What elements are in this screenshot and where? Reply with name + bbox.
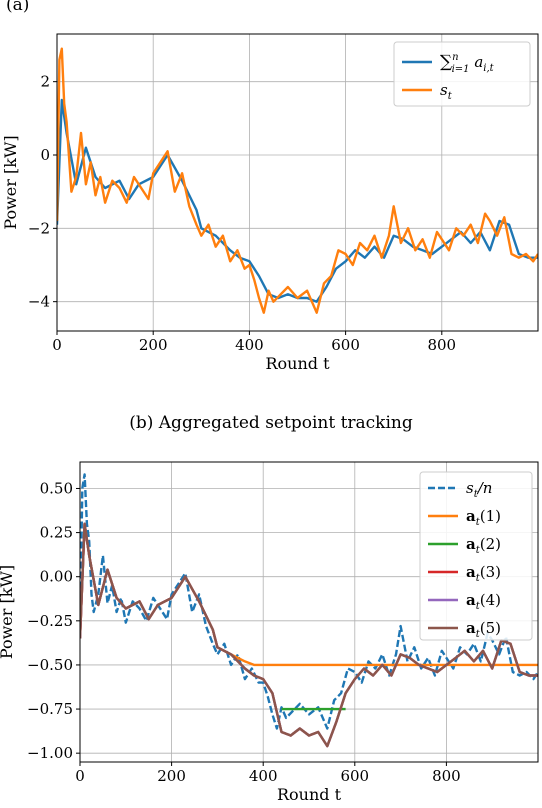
- legend-label: at(5): [466, 619, 501, 640]
- x-tick-label: 400: [235, 336, 264, 354]
- series-line: [80, 522, 538, 748]
- x-tick-label: 200: [157, 767, 186, 785]
- y-tick-label: 0.25: [40, 524, 73, 542]
- y-tick-label: 0.00: [40, 568, 73, 586]
- legend-label: st: [440, 81, 453, 102]
- legend-label: at(2): [466, 535, 501, 556]
- y-tick-label: −1.00: [27, 744, 73, 762]
- x-tick-label: 600: [340, 767, 369, 785]
- x-tick-label: 0: [52, 336, 62, 354]
- legend-label: ∑n i=1 ai,t: [440, 52, 495, 75]
- x-axis-label: Round t: [265, 354, 330, 373]
- series-line: [57, 47, 538, 314]
- y-axis-label: Power [kW]: [0, 565, 16, 659]
- plot-frame: [79, 461, 539, 763]
- y-tick-label: 0: [40, 146, 50, 164]
- plot-frame: [56, 33, 539, 332]
- legend-label: st/n: [466, 479, 492, 500]
- x-tick-label: 800: [432, 767, 461, 785]
- x-tick-label: 200: [139, 336, 168, 354]
- y-tick-label: −2: [28, 219, 50, 237]
- x-tick-label: 600: [331, 336, 360, 354]
- legend-label: at(1): [466, 507, 501, 528]
- x-tick-label: 400: [249, 767, 278, 785]
- x-tick-label: 800: [427, 336, 456, 354]
- y-tick-label: −0.25: [27, 612, 73, 630]
- y-tick-label: −0.50: [27, 656, 73, 674]
- y-axis-label: Power [kW]: [1, 135, 20, 229]
- y-tick-label: −4: [28, 293, 50, 311]
- chart-a: 0 200 400 600 800 2 0 −2 −4 Round t Power [kW] ∑n i=…: [1, 33, 539, 373]
- y-tick-label: 0.50: [40, 479, 73, 497]
- x-axis-label: Round t: [277, 785, 342, 804]
- chart-b: 0 200 400 600 800 0.50 0.25 0.00 −0.25 −0.50 −0.75…: [0, 461, 539, 804]
- legend: st/n at(1) at(2) at(3) at(4) at(5): [419, 471, 533, 641]
- series-line: [80, 473, 538, 730]
- y-tick-label: −0.75: [27, 700, 73, 718]
- y-tick-label: 2: [40, 73, 50, 91]
- legend-label: at(4): [466, 591, 501, 612]
- x-tick-label: 0: [75, 767, 85, 785]
- legend: ∑n i=1 ai,t st: [393, 41, 531, 107]
- series-line: [57, 98, 538, 303]
- legend-label: at(3): [466, 563, 501, 584]
- top-caption-fragment: (a): [6, 0, 29, 15]
- caption-b: (b) Aggregated setpoint tracking: [129, 413, 413, 433]
